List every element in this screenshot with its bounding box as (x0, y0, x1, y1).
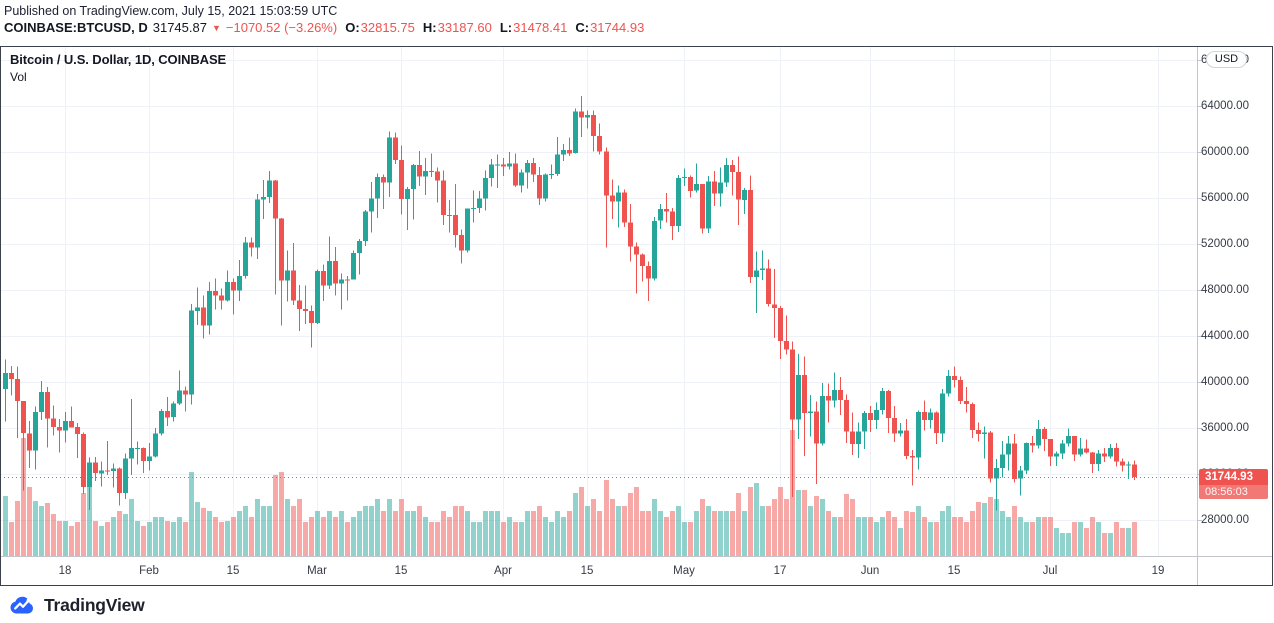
volume-bars (3, 430, 1137, 556)
close-value: 31744.93 (590, 20, 645, 35)
high-label: H: (422, 20, 437, 35)
volume-indicator-label[interactable]: Vol (10, 70, 27, 84)
horizontal-gridlines (0, 60, 1197, 521)
candles (3, 96, 1137, 511)
time-tick-label: May (673, 565, 695, 577)
time-tick-label: 15 (580, 565, 594, 577)
open-label: O: (345, 20, 360, 35)
high-value: 33187.60 (437, 20, 492, 35)
low-value: 31478.41 (513, 20, 568, 35)
time-tick-label: Apr (494, 565, 512, 577)
current-price-tag: 31744.93 08:56:03 (1199, 469, 1268, 499)
time-tick-label: Jun (860, 565, 880, 577)
time-tick-label: Jul (1042, 565, 1058, 577)
time-tick-label: 15 (394, 565, 408, 577)
price-tick-label: 28000.00 (1201, 514, 1249, 526)
price-tick-label: 64000.00 (1201, 100, 1249, 112)
chart-border (0, 46, 1273, 586)
current-price-value: 31744.93 (1205, 471, 1253, 483)
time-tick-label: Mar (307, 565, 327, 577)
price-tick-label: 44000.00 (1201, 330, 1249, 342)
price-tick-label: 52000.00 (1201, 238, 1249, 250)
time-tick-label: 15 (947, 565, 961, 577)
time-tick-label: 19 (1151, 565, 1165, 577)
time-tick-label: 15 (226, 565, 240, 577)
price-tick-label: 48000.00 (1201, 284, 1249, 296)
price-tick-label: 36000.00 (1201, 422, 1249, 434)
change-down-icon: ▼ (211, 22, 221, 33)
time-tick-label: 17 (773, 565, 787, 577)
price-tick-label: 60000.00 (1201, 146, 1249, 158)
time-tick-label: 18 (58, 565, 72, 577)
symbol-status-line: COINBASE:BTCUSD, D 31745.87 ▼ −1070.52 (… (4, 20, 644, 35)
low-label: L: (499, 20, 513, 35)
last-price: 31745.87 (152, 20, 207, 35)
axis-separators (0, 47, 1273, 585)
price-tick-label: 40000.00 (1201, 376, 1249, 388)
brand-name: TradingView (44, 594, 145, 615)
currency-usd-button[interactable]: USD (1206, 51, 1247, 68)
close-label: C: (575, 20, 590, 35)
time-tick-label: Feb (139, 565, 159, 577)
symbol-name: COINBASE:BTCUSD, D (4, 20, 148, 35)
open-value: 32815.75 (360, 20, 415, 35)
price-tick-label: 56000.00 (1201, 192, 1249, 204)
published-line: Published on TradingView.com, July 15, 2… (4, 4, 338, 18)
tradingview-brand[interactable]: TradingView (7, 592, 145, 618)
bar-countdown: 08:56:03 (1199, 485, 1268, 499)
chart-legend-title[interactable]: Bitcoin / U.S. Dollar, 1D, COINBASE (10, 52, 227, 67)
tradingview-cloud-icon (10, 596, 33, 613)
vertical-gridlines (65, 47, 1159, 556)
price-change: −1070.52 (−3.26%) (225, 20, 338, 35)
